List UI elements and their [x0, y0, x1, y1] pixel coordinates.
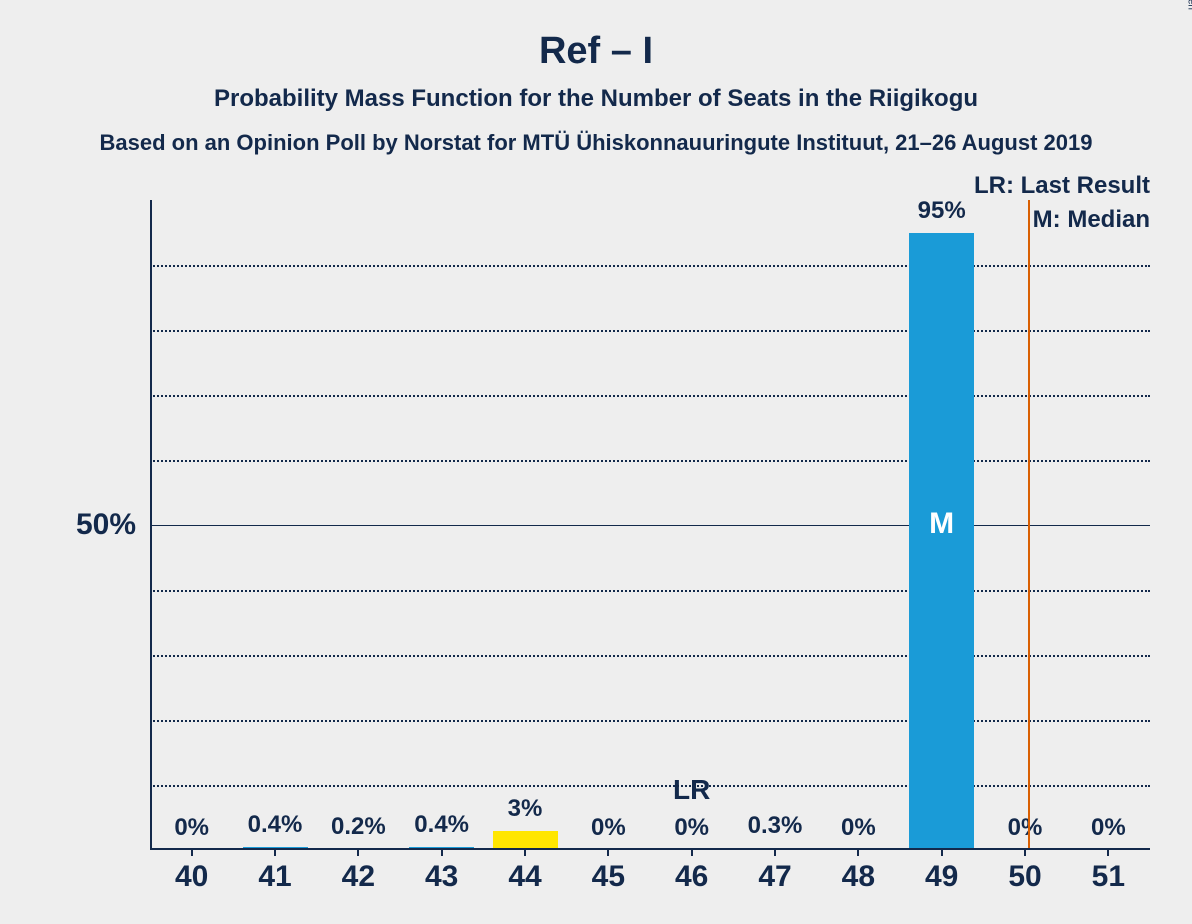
pmf-chart: Ref – I Probability Mass Function for th… — [0, 0, 1192, 924]
gridline-major — [150, 525, 1150, 526]
x-tick-mark — [607, 850, 609, 856]
gridline-minor — [150, 590, 1150, 592]
bar-value-label: 0.4% — [414, 811, 469, 839]
chart-subtitle: Probability Mass Function for the Number… — [0, 85, 1192, 113]
legend-last-result: LR: Last Result — [0, 172, 1150, 200]
x-tick-mark — [191, 850, 193, 856]
bar — [909, 233, 974, 851]
bar-value-label: 0% — [1091, 814, 1126, 842]
x-tick-label: 44 — [508, 850, 541, 894]
y-axis-label: 50% — [76, 508, 150, 542]
y-axis — [150, 200, 152, 850]
bar-value-label: 0.2% — [331, 813, 386, 841]
x-tick-label: 43 — [425, 850, 458, 894]
bar-value-label: 0.4% — [248, 811, 303, 839]
x-tick-mark — [691, 850, 693, 856]
median-marker: M — [929, 507, 954, 541]
x-tick-label: 41 — [258, 850, 291, 894]
plot-area: 50%400%410.4%420.2%430.4%443%450%460%470… — [150, 200, 1150, 850]
chart-title: Ref – I — [0, 30, 1192, 73]
x-tick-label: 50 — [1008, 850, 1041, 894]
bar-value-label: 0% — [841, 814, 876, 842]
copyright-notice: © 2020 Filip van Laenen — [1186, 0, 1192, 10]
x-axis — [150, 848, 1150, 850]
legend-median: M: Median — [0, 206, 1150, 234]
x-tick-label: 40 — [175, 850, 208, 894]
x-tick-mark — [1024, 850, 1026, 856]
last-result-marker: LR — [673, 774, 710, 806]
x-tick-label: 45 — [592, 850, 625, 894]
bar-value-label: 0% — [174, 814, 209, 842]
bar-value-label: 0% — [591, 814, 626, 842]
gridline-minor — [150, 330, 1150, 332]
x-tick-label: 51 — [1092, 850, 1125, 894]
x-tick-mark — [441, 850, 443, 856]
bar-value-label: 3% — [508, 795, 543, 823]
gridline-minor — [150, 265, 1150, 267]
bar-value-label: 0% — [674, 814, 709, 842]
gridline-minor — [150, 720, 1150, 722]
gridline-minor — [150, 785, 1150, 787]
bar-value-label: 0% — [1008, 814, 1043, 842]
x-tick-mark — [274, 850, 276, 856]
gridline-minor — [150, 655, 1150, 657]
x-tick-mark — [524, 850, 526, 856]
x-tick-label: 46 — [675, 850, 708, 894]
x-tick-mark — [774, 850, 776, 856]
x-tick-mark — [357, 850, 359, 856]
gridline-minor — [150, 395, 1150, 397]
x-tick-mark — [1107, 850, 1109, 856]
x-tick-label: 49 — [925, 850, 958, 894]
x-tick-label: 48 — [842, 850, 875, 894]
bar-value-label: 0.3% — [748, 812, 803, 840]
marker-line — [1028, 200, 1030, 850]
x-tick-mark — [941, 850, 943, 856]
gridline-minor — [150, 460, 1150, 462]
chart-subsubtitle: Based on an Opinion Poll by Norstat for … — [0, 130, 1192, 156]
x-tick-label: 47 — [758, 850, 791, 894]
x-tick-mark — [857, 850, 859, 856]
x-tick-label: 42 — [342, 850, 375, 894]
